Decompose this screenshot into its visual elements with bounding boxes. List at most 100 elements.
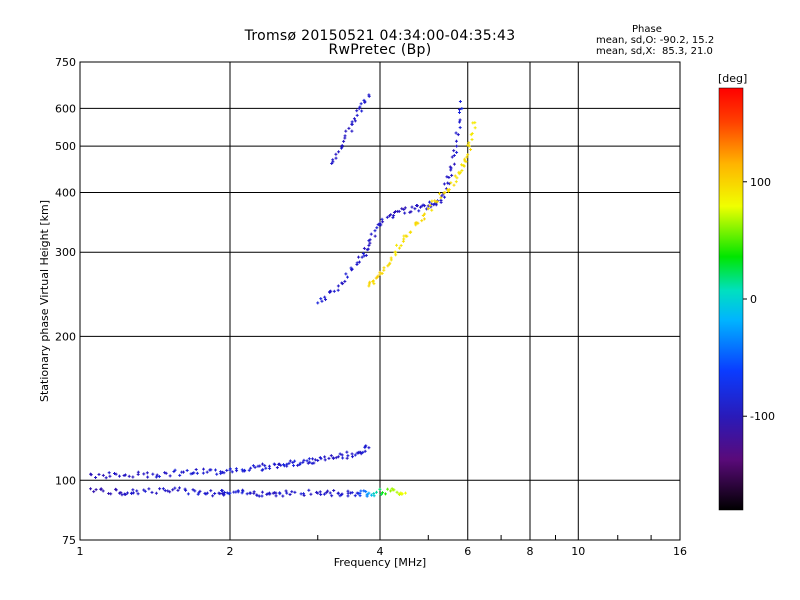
x-axis-label: Frequency [MHz] <box>334 556 426 569</box>
data-point <box>458 100 462 104</box>
data-point <box>378 272 382 276</box>
data-point <box>89 487 93 491</box>
data-point <box>344 129 348 133</box>
data-point <box>449 181 453 185</box>
data-point <box>163 471 167 475</box>
data-point <box>417 209 421 213</box>
data-point <box>358 492 362 496</box>
data-point <box>375 226 379 230</box>
data-point <box>120 493 124 497</box>
data-point <box>301 460 305 464</box>
x-tick-label: 8 <box>527 545 534 558</box>
chart-title: Tromsø 20150521 04:34:00-04:35:43 <box>244 28 516 44</box>
x-tick-label: 4 <box>377 545 384 558</box>
data-point <box>473 121 477 125</box>
data-point <box>327 456 331 460</box>
data-point <box>364 253 368 257</box>
data-point <box>193 489 197 493</box>
data-point <box>457 120 461 124</box>
data-point <box>166 489 170 493</box>
data-point <box>365 492 369 496</box>
data-point <box>125 491 129 495</box>
data-point <box>457 172 461 176</box>
data-point <box>296 463 300 467</box>
data-point <box>457 108 461 112</box>
data-point <box>380 217 384 221</box>
y-tick-label: 500 <box>55 140 76 153</box>
data-point <box>221 489 225 493</box>
data-point <box>369 232 373 236</box>
data-point <box>357 260 361 264</box>
data-point <box>371 279 375 283</box>
data-point <box>331 158 335 162</box>
data-point <box>101 489 105 493</box>
data-point <box>430 208 434 212</box>
data-point <box>288 459 292 463</box>
data-point <box>423 212 427 216</box>
data-point <box>119 491 123 495</box>
data-point <box>273 463 277 467</box>
data-point <box>416 204 420 208</box>
data-point <box>350 120 354 124</box>
data-point <box>302 493 306 497</box>
data-point <box>360 109 364 113</box>
data-point <box>329 289 333 293</box>
data-point <box>164 471 168 475</box>
data-point <box>94 488 98 492</box>
data-point <box>243 469 247 473</box>
data-point <box>185 468 189 472</box>
data-point <box>408 210 412 214</box>
data-point <box>336 455 340 459</box>
data-point <box>261 468 265 472</box>
data-point <box>368 238 372 242</box>
data-point <box>99 487 103 491</box>
y-tick-label: 200 <box>55 330 76 343</box>
data-point <box>418 205 422 209</box>
data-point <box>89 473 93 477</box>
data-point <box>183 487 187 491</box>
data-point <box>127 474 131 478</box>
data-point <box>292 464 296 468</box>
data-point <box>316 458 320 462</box>
data-point <box>439 198 443 202</box>
data-point <box>173 486 177 490</box>
phase-stats-o: mean, sd,O: -90.2, 15.2 <box>596 35 715 46</box>
data-point <box>151 472 155 476</box>
data-point <box>173 468 177 472</box>
data-point <box>336 491 340 495</box>
data-point <box>263 464 267 468</box>
data-point <box>447 188 451 192</box>
data-point <box>178 473 182 477</box>
data-point <box>316 301 320 305</box>
data-point <box>400 492 404 496</box>
data-point <box>215 472 219 476</box>
data-point <box>285 491 289 495</box>
data-point <box>161 487 165 491</box>
data-point <box>131 491 135 495</box>
data-point <box>323 458 327 462</box>
data-point <box>328 491 332 495</box>
data-point <box>293 490 297 494</box>
data-point <box>307 488 311 492</box>
colorbar-label: [deg] <box>718 72 747 85</box>
data-point <box>345 275 349 279</box>
data-point <box>362 489 366 493</box>
data-point <box>213 468 217 472</box>
data-point <box>253 465 257 469</box>
data-point <box>435 200 439 204</box>
colorbar <box>718 87 744 511</box>
x-tick-label: 6 <box>464 545 471 558</box>
data-point <box>211 494 215 498</box>
x-tick-label: 2 <box>227 545 234 558</box>
data-point <box>131 488 135 492</box>
data-point <box>192 471 196 475</box>
data-point <box>329 454 333 458</box>
data-point <box>340 453 344 457</box>
data-point <box>275 466 279 470</box>
data-point <box>97 472 101 476</box>
data-point <box>426 207 430 211</box>
data-point <box>403 211 407 215</box>
data-point <box>443 190 447 194</box>
data-point <box>150 490 154 494</box>
